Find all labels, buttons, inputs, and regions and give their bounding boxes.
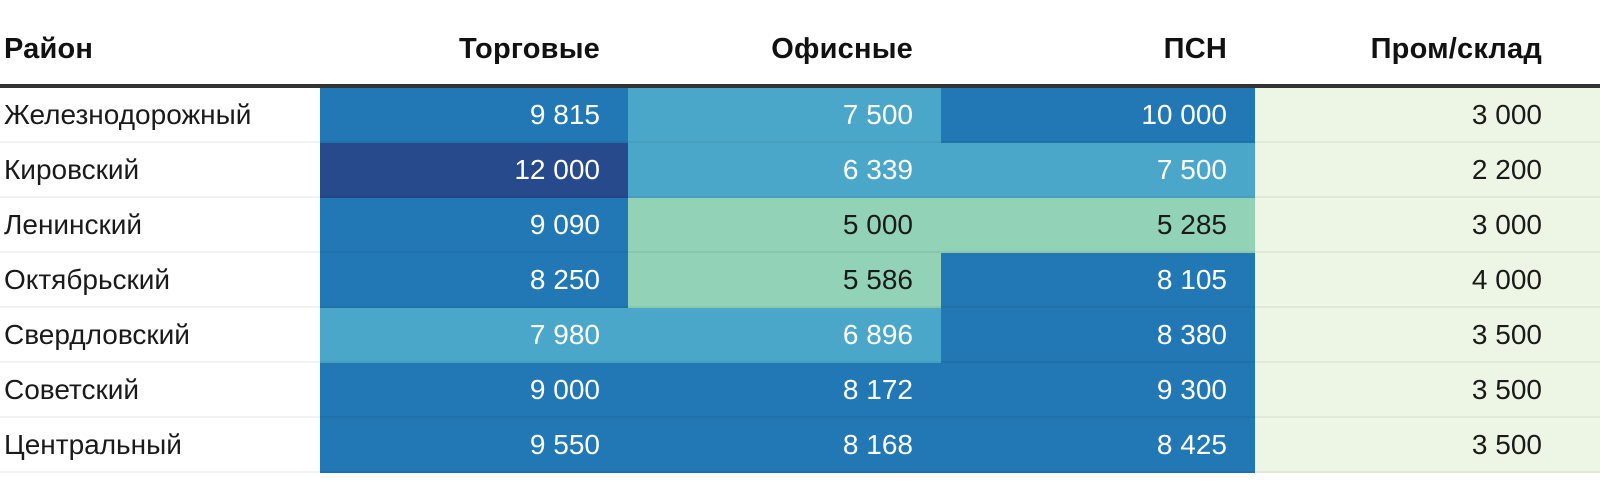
table-row: Октябрьский 8 250 5 586 8 105 4 000 <box>0 253 1600 308</box>
value-cell: 8 425 <box>941 418 1255 473</box>
district-name-cell: Советский <box>0 363 320 418</box>
value-cell: 9 300 <box>941 363 1255 418</box>
table-row: Ленинский 9 090 5 000 5 285 3 000 <box>0 198 1600 253</box>
table-row: Советский 9 000 8 172 9 300 3 500 <box>0 363 1600 418</box>
value-cell: 5 285 <box>941 198 1255 253</box>
district-name-cell: Центральный <box>0 418 320 473</box>
column-header-retail: Торговые <box>458 32 600 65</box>
table-header-row: Район Торговые Офисные ПСН Пром/склад <box>0 0 1600 88</box>
value-cell: 8 380 <box>941 308 1255 363</box>
table-body: Железнодорожный 9 815 7 500 10 000 3 000 Киро… <box>0 88 1600 473</box>
value-cell: 3 500 <box>1255 363 1600 418</box>
table-row: Свердловский 7 980 6 896 8 380 3 500 <box>0 308 1600 363</box>
value-cell: 9 815 <box>320 88 628 143</box>
district-name-cell: Ленинский <box>0 198 320 253</box>
value-cell: 4 000 <box>1255 253 1600 308</box>
value-cell: 7 500 <box>628 88 941 143</box>
value-cell: 10 000 <box>941 88 1255 143</box>
value-cell: 3 000 <box>1255 198 1600 253</box>
district-name-cell: Октябрьский <box>0 253 320 308</box>
value-cell: 7 980 <box>320 308 628 363</box>
value-cell: 9 000 <box>320 363 628 418</box>
table-row: Железнодорожный 9 815 7 500 10 000 3 000 <box>0 88 1600 143</box>
district-name-cell: Кировский <box>0 143 320 198</box>
table-row: Центральный 9 550 8 168 8 425 3 500 <box>0 418 1600 473</box>
value-cell: 5 586 <box>628 253 941 308</box>
value-cell: 3 500 <box>1255 418 1600 473</box>
value-cell: 8 105 <box>941 253 1255 308</box>
value-cell: 8 250 <box>320 253 628 308</box>
value-cell: 3 000 <box>1255 88 1600 143</box>
value-cell: 12 000 <box>320 143 628 198</box>
value-cell: 5 000 <box>628 198 941 253</box>
value-cell: 6 896 <box>628 308 941 363</box>
value-cell: 8 172 <box>628 363 941 418</box>
column-header-district: Район <box>4 32 94 65</box>
district-name-cell: Железнодорожный <box>0 88 320 143</box>
value-cell: 8 168 <box>628 418 941 473</box>
value-cell: 2 200 <box>1255 143 1600 198</box>
value-cell: 6 339 <box>628 143 941 198</box>
value-cell: 7 500 <box>941 143 1255 198</box>
value-cell: 3 500 <box>1255 308 1600 363</box>
district-name-cell: Свердловский <box>0 308 320 363</box>
value-cell: 9 550 <box>320 418 628 473</box>
column-header-industrial: Пром/склад <box>1370 32 1542 65</box>
column-header-office: Офисные <box>771 32 913 65</box>
column-header-psn: ПСН <box>1163 32 1227 65</box>
heatmap-table: Район Торговые Офисные ПСН Пром/склад Же… <box>0 0 1600 473</box>
table-row: Кировский 12 000 6 339 7 500 2 200 <box>0 143 1600 198</box>
value-cell: 9 090 <box>320 198 628 253</box>
